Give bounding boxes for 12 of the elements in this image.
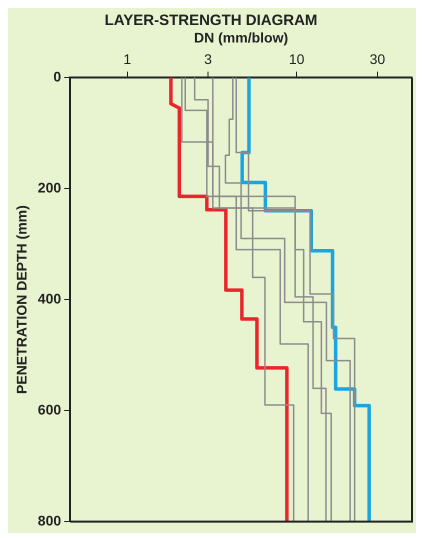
y-tick-label: 200	[38, 179, 62, 196]
x-tick-label: 10	[288, 51, 305, 68]
x-axis-title: DN (mm/blow)	[194, 29, 288, 46]
y-tick-label: 0	[53, 68, 62, 84]
y-axis-title: PENETRATION DEPTH (mm)	[13, 205, 30, 394]
x-tick-label: 3	[204, 51, 212, 68]
y-tick-label: 800	[38, 512, 62, 528]
x-tick-label: 1	[123, 51, 132, 68]
chart-title: LAYER-STRENGTH DIAGRAM	[104, 12, 318, 30]
x-tick-label: 30	[370, 51, 386, 68]
y-tick-label: 600	[38, 401, 62, 418]
y-tick-label: 400	[38, 290, 62, 306]
